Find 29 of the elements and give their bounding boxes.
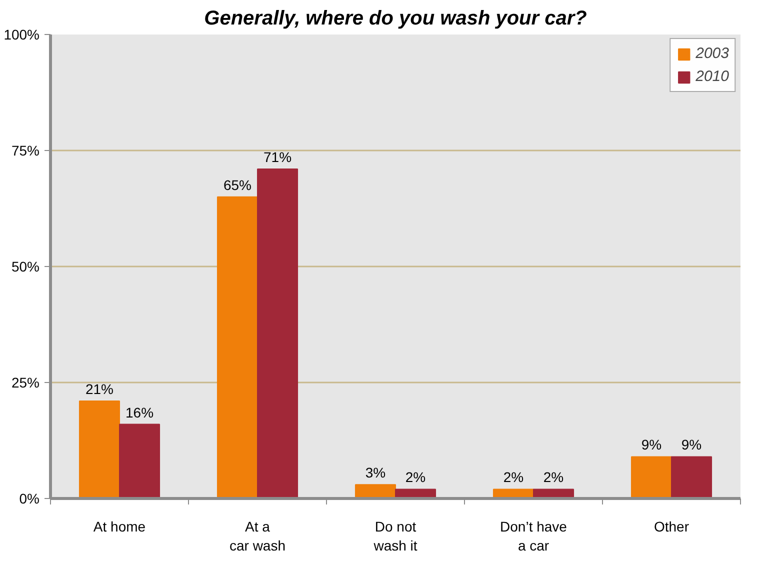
- data-label: 9%: [641, 436, 662, 453]
- data-label: 3%: [365, 464, 386, 481]
- x-tick-label: Do not wash it: [372, 518, 418, 554]
- x-tick-label: At a car wash: [229, 518, 286, 554]
- bar: [78, 400, 120, 498]
- y-tick-label: 25%: [11, 374, 40, 390]
- y-tick-label: 50%: [11, 258, 40, 274]
- legend-label: 2003: [696, 45, 729, 62]
- y-tick-label: 100%: [4, 26, 40, 42]
- data-label: 65%: [223, 176, 252, 193]
- bar: [119, 424, 160, 498]
- data-label: 2%: [503, 469, 524, 486]
- bar: [216, 196, 258, 498]
- y-tick-label: 75%: [11, 142, 40, 158]
- bar: [257, 168, 298, 498]
- data-label: 16%: [126, 404, 154, 420]
- data-label: 21%: [85, 381, 114, 398]
- x-tick-label: Don’t have a car: [500, 518, 568, 554]
- bar: [671, 456, 712, 498]
- legend-label: 2010: [696, 68, 729, 85]
- data-label: 9%: [681, 436, 702, 453]
- x-tick-label: At home: [93, 518, 146, 534]
- x-tick-label: Other: [654, 518, 690, 534]
- data-label: 2%: [543, 469, 564, 486]
- bar: [630, 456, 672, 498]
- data-label: 71%: [264, 149, 292, 166]
- chart-title: Generally, where do you wash your car?: [204, 8, 587, 30]
- data-label: 2%: [405, 469, 426, 486]
- y-tick-label: 0%: [19, 490, 40, 506]
